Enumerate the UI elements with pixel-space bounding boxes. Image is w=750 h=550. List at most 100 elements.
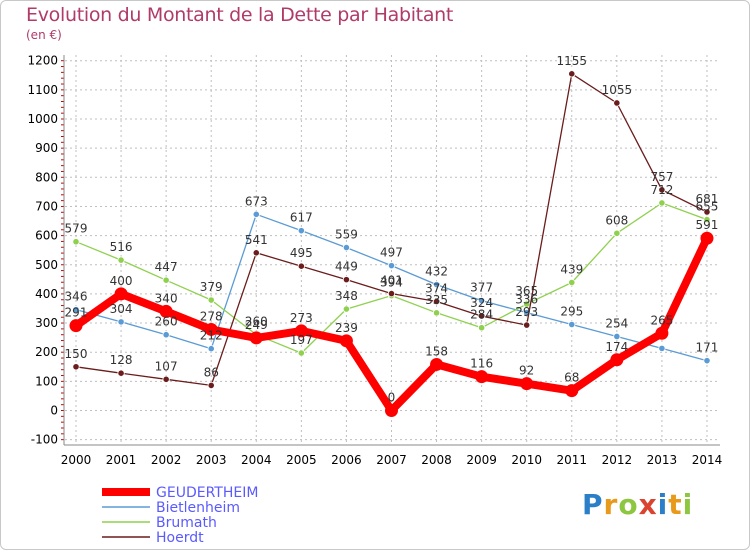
data-label-bietlenheim: 377: [470, 281, 493, 295]
x-tick-label: 2007: [376, 453, 407, 467]
data-point-brumath: [613, 229, 621, 237]
x-tick-label: 2004: [241, 453, 272, 467]
data-label-hoerdt: 150: [65, 347, 88, 361]
x-tick-label: 2002: [151, 453, 182, 467]
y-tick-label: 600: [35, 229, 58, 243]
data-point-hoerdt: [432, 297, 441, 306]
data-label-hoerdt: 757: [650, 170, 673, 184]
data-label-brumath: 439: [560, 263, 583, 277]
logo-letter: i: [682, 488, 694, 521]
data-label-hoerdt: 324: [470, 296, 493, 310]
chart-subtitle: (en €): [26, 28, 62, 42]
data-label-brumath: 712: [650, 183, 673, 197]
data-point-hoerdt: [117, 369, 125, 377]
data-point-hoerdt: [568, 70, 576, 78]
y-tick-label: 100: [35, 374, 58, 388]
y-tick-label: 500: [35, 258, 58, 272]
data-label-geudertheim: 0: [388, 391, 396, 405]
data-point-geudertheim: [204, 322, 218, 336]
data-point-brumath: [478, 324, 486, 332]
data-label-geudertheim: 400: [110, 274, 133, 288]
data-point-geudertheim: [249, 331, 263, 345]
data-point-bietlenheim: [207, 345, 215, 353]
data-label-hoerdt: 449: [335, 260, 358, 274]
data-label-hoerdt: 495: [290, 246, 313, 260]
y-tick-label: -100: [31, 433, 58, 447]
data-point-geudertheim: [159, 304, 173, 318]
data-point-hoerdt: [658, 186, 666, 194]
logo-letter: P: [582, 488, 604, 521]
data-point-bietlenheim: [568, 320, 576, 329]
data-label-hoerdt: 1155: [556, 54, 587, 68]
data-label-brumath: 394: [380, 276, 403, 290]
data-label-hoerdt: 541: [245, 233, 268, 247]
y-tick-label: 0: [50, 404, 58, 418]
data-label-brumath: 379: [200, 280, 223, 294]
data-point-brumath: [117, 256, 125, 264]
data-labels: 346 304 260 212 673 617 559 497 432 377 336 295 254 1…: [65, 54, 719, 405]
legend-label-brumath: Brumath: [156, 515, 217, 531]
data-label-brumath: 655: [696, 200, 719, 214]
data-label-brumath: 348: [335, 289, 358, 303]
data-point-hoerdt: [252, 249, 260, 257]
y-tick-label: 200: [35, 345, 58, 359]
data-label-bietlenheim: 212: [200, 329, 223, 343]
data-label-bietlenheim: 336: [515, 293, 538, 307]
data-point-geudertheim: [339, 334, 353, 348]
y-tick-label: 700: [35, 199, 58, 213]
data-label-brumath: 447: [155, 260, 178, 274]
data-point-geudertheim: [430, 357, 444, 371]
data-label-geudertheim: 239: [335, 321, 358, 335]
data-label-geudertheim: 174: [605, 340, 628, 354]
data-point-geudertheim: [69, 319, 83, 333]
logo-letter: t: [668, 488, 683, 521]
y-tick-label: 400: [35, 287, 58, 301]
data-label-bietlenheim: 497: [380, 246, 403, 260]
data-point-geudertheim: [565, 384, 579, 398]
data-label-hoerdt: 1055: [602, 83, 633, 97]
data-point-brumath: [658, 199, 666, 207]
data-point-bietlenheim: [342, 243, 351, 252]
data-label-geudertheim: 158: [425, 344, 448, 358]
data-point-bietlenheim: [432, 280, 441, 289]
data-point-hoerdt: [387, 290, 396, 298]
data-point-hoerdt: [297, 262, 305, 270]
data-label-hoerdt: 293: [515, 305, 538, 319]
axes: -100 0 100 200 300 400 500 600 700 800 900 1000 1100…: [27, 54, 722, 467]
data-point-brumath: [432, 309, 441, 317]
data-point-bietlenheim: [252, 210, 260, 218]
data-label-bietlenheim: 260: [155, 315, 178, 329]
data-label-bietlenheim: 254: [605, 316, 628, 330]
data-point-geudertheim: [655, 326, 669, 340]
data-label-bietlenheim: 304: [110, 302, 133, 316]
y-tick-label: 1100: [27, 83, 58, 97]
x-tick-label: 2013: [647, 453, 678, 467]
y-tick-label: 1200: [27, 54, 58, 68]
data-label-bietlenheim: 346: [65, 290, 88, 304]
y-tick-label: 300: [35, 316, 58, 330]
x-tick-label: 2012: [602, 453, 633, 467]
data-label-brumath: 284: [470, 308, 493, 322]
data-point-hoerdt: [162, 375, 170, 383]
x-tick-label: 2011: [556, 453, 587, 467]
data-point-bietlenheim: [478, 297, 486, 305]
legend-label-hoerdt: Hoerdt: [156, 530, 204, 546]
data-point-geudertheim: [520, 377, 534, 391]
data-label-hoerdt: 374: [425, 281, 448, 295]
data-label-brumath: 516: [110, 240, 133, 254]
data-point-hoerdt: [72, 363, 80, 371]
data-label-geudertheim: 340: [155, 291, 178, 305]
x-tick-label: 2008: [421, 453, 452, 467]
data-label-geudertheim: 265: [650, 313, 673, 327]
x-tick-label: 2009: [466, 453, 497, 467]
data-point-geudertheim: [610, 353, 624, 367]
data-point-bietlenheim: [658, 344, 666, 353]
x-tick-label: 2001: [106, 453, 137, 467]
proxiti-logo: Proxiti: [582, 488, 693, 521]
y-tick-label: 800: [35, 170, 58, 184]
data-point-brumath: [342, 305, 351, 313]
data-point-brumath: [162, 276, 170, 284]
data-point-bietlenheim: [72, 306, 80, 314]
